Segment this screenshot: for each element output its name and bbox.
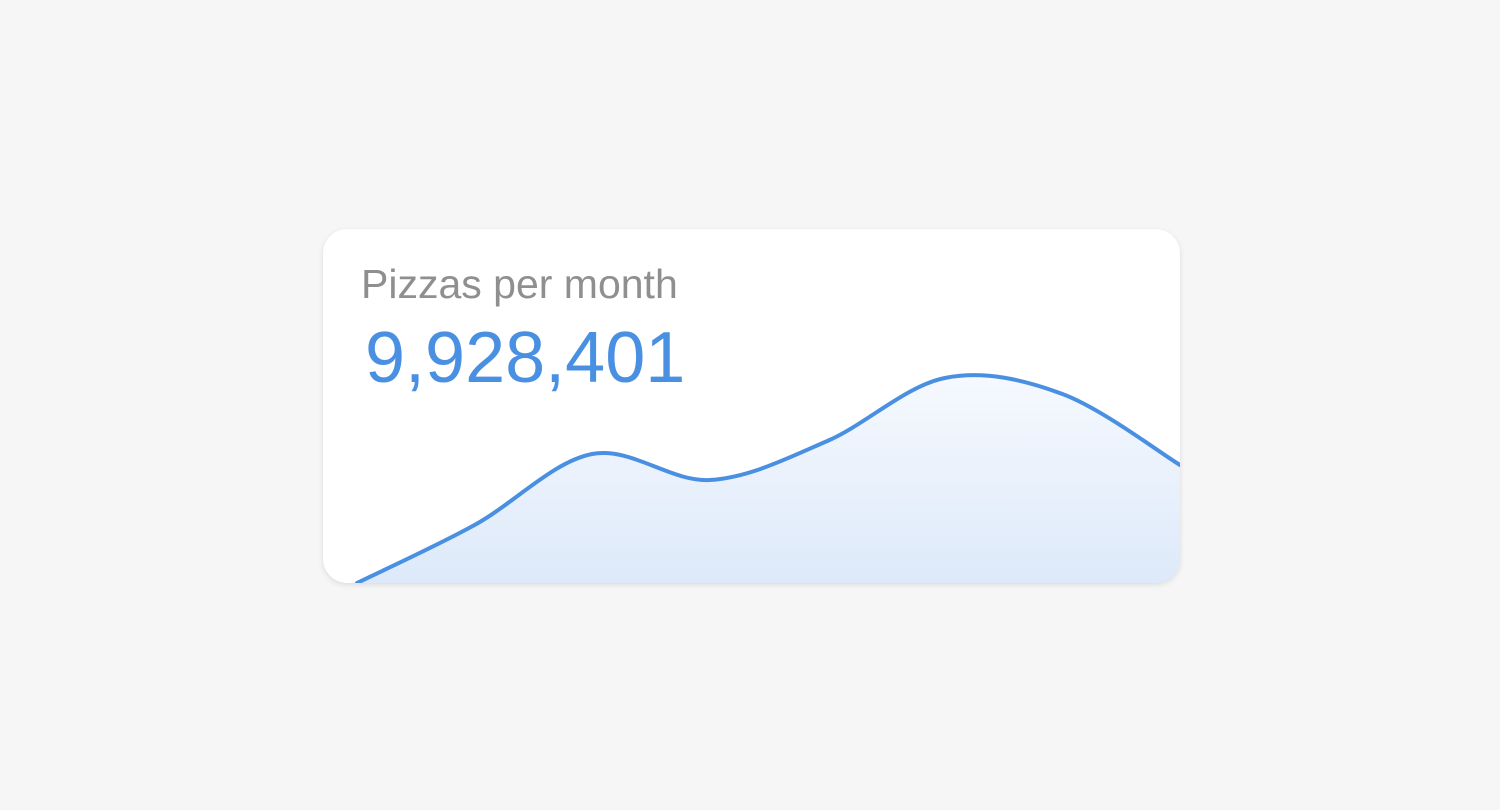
metric-value: 9,928,401 xyxy=(365,318,686,398)
sparkline-chart xyxy=(355,373,1180,583)
card-title: Pizzas per month xyxy=(361,261,678,307)
chart-area-fill xyxy=(357,375,1180,583)
metric-card: Pizzas per month 9,928,401 xyxy=(323,229,1180,583)
chart-series-line xyxy=(355,373,1180,583)
